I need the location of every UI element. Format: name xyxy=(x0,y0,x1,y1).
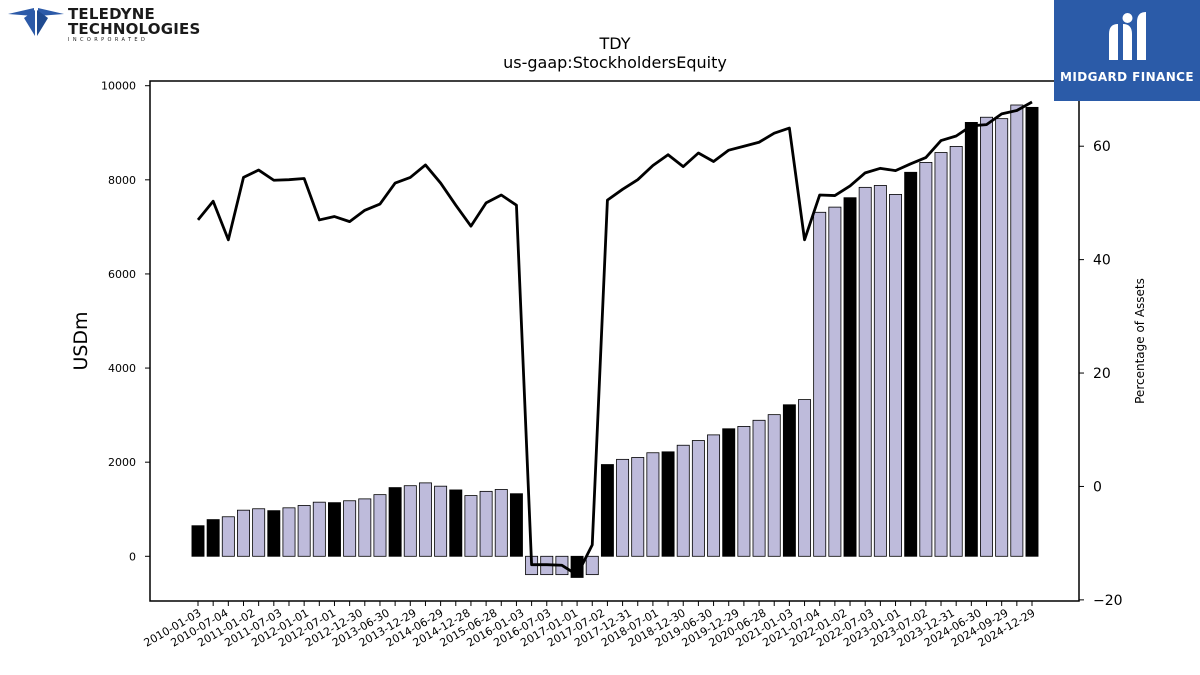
y-tick-label: 6000 xyxy=(108,268,136,281)
bar xyxy=(737,426,751,557)
y-tick-label: 8000 xyxy=(108,174,136,187)
y2-tick-label: −20 xyxy=(1093,593,1123,609)
y2-tick-label: 0 xyxy=(1093,479,1102,495)
bar xyxy=(312,501,326,557)
teledyne-logo: TELEDYNE TECHNOLOGIES INCORPORATED xyxy=(6,5,200,46)
bar xyxy=(221,516,235,557)
logo-line-1: TELEDYNE xyxy=(68,5,155,23)
y2-axis-label: Percentage of Assets xyxy=(1133,278,1147,404)
y-axis-right: −20 0 20 40 60 xyxy=(1079,139,1123,609)
bar xyxy=(616,458,630,557)
y-axis-label: USDm xyxy=(70,311,92,370)
bar xyxy=(328,502,341,557)
bar xyxy=(661,451,675,557)
bar xyxy=(585,555,599,576)
bar xyxy=(858,186,872,557)
plot-frame xyxy=(149,80,1080,602)
bar xyxy=(237,509,250,557)
y-tick-label: 10000 xyxy=(101,80,136,93)
bar xyxy=(964,122,978,557)
bar xyxy=(995,118,1009,557)
bar xyxy=(722,428,736,557)
y-tick-label: 2000 xyxy=(108,456,136,469)
y2-tick-label: 20 xyxy=(1093,366,1111,382)
bar xyxy=(418,482,432,557)
bar xyxy=(889,194,902,557)
bar xyxy=(631,457,645,557)
x-axis: 2010-01-032010-07-042011-01-022011-07-03… xyxy=(142,601,1038,650)
bar xyxy=(1025,106,1039,557)
bar xyxy=(691,440,705,557)
bar xyxy=(798,399,812,557)
bar xyxy=(297,505,311,557)
teledyne-mark-icon xyxy=(8,8,64,36)
bar xyxy=(752,419,766,557)
bar xyxy=(464,495,478,557)
midgard-finance-logo: MIDGARD FINANCE xyxy=(1054,0,1200,101)
bar xyxy=(282,507,296,557)
bar xyxy=(358,498,372,557)
bar xyxy=(479,490,493,557)
bar xyxy=(509,493,523,557)
bar xyxy=(267,510,281,557)
bar xyxy=(600,464,614,557)
bar xyxy=(449,489,463,557)
y-axis-left: 0 2000 4000 6000 8000 10000 xyxy=(101,80,150,563)
bar xyxy=(828,206,842,557)
bar xyxy=(494,489,508,557)
percentage-line xyxy=(196,100,1033,577)
bar xyxy=(206,519,220,557)
logo-text: MIDGARD FINANCE xyxy=(1060,70,1194,84)
bar-series xyxy=(191,104,1039,578)
bar xyxy=(403,485,417,557)
bar xyxy=(252,508,266,557)
bar xyxy=(980,116,993,557)
bar xyxy=(919,162,933,557)
y2-tick-label: 60 xyxy=(1093,139,1111,155)
bar xyxy=(934,152,948,557)
bar xyxy=(388,487,402,557)
logo-line-3: INCORPORATED xyxy=(68,37,149,43)
line-series xyxy=(196,100,1033,577)
bar xyxy=(782,404,796,557)
midgard-mark-icon xyxy=(1109,12,1146,60)
bar xyxy=(434,485,448,557)
bar xyxy=(1010,104,1024,557)
bar xyxy=(767,414,781,557)
chart-subtitle: us-gaap:StockholdersEquity xyxy=(503,53,727,72)
bar xyxy=(873,185,887,557)
bar xyxy=(676,444,690,557)
bar xyxy=(813,211,827,557)
bar xyxy=(646,452,660,557)
bar xyxy=(191,525,205,557)
y-tick-label: 4000 xyxy=(108,362,136,375)
chart-title: TDY xyxy=(599,34,631,53)
logo-line-2: TECHNOLOGIES xyxy=(68,20,201,38)
bar xyxy=(949,146,963,557)
bar xyxy=(707,434,721,557)
y2-tick-label: 40 xyxy=(1093,253,1111,269)
y-tick-label: 0 xyxy=(129,550,136,563)
bar xyxy=(373,494,387,557)
bar xyxy=(343,500,357,557)
bar xyxy=(843,197,857,557)
bar xyxy=(904,171,918,557)
